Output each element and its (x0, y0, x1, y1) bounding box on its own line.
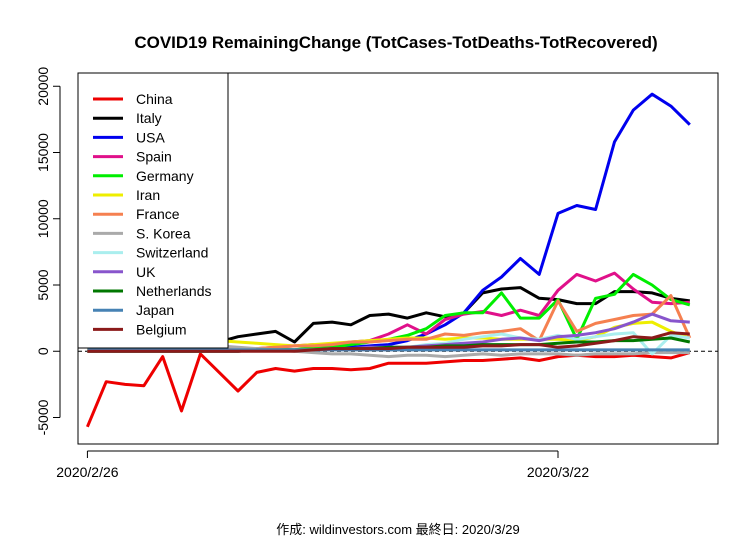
series-line-belgium (87, 331, 690, 353)
legend-label-germany: Germany (136, 168, 194, 184)
legend-label-belgium: Belgium (136, 321, 187, 337)
y-tick-label: 15000 (35, 133, 51, 172)
legend-label-usa: USA (136, 129, 165, 145)
series-line-china (86, 351, 691, 428)
legend-label-china: China (136, 91, 173, 107)
legend-label-switzerland: Switzerland (136, 245, 208, 261)
legend-label-france: France (136, 206, 180, 222)
legend-label-s-korea: S. Korea (136, 225, 191, 241)
legend-label-japan: Japan (136, 302, 174, 318)
y-tick-label: -5000 (35, 399, 51, 435)
legend-label-iran: Iran (136, 187, 160, 203)
series-layer (86, 92, 692, 428)
y-tick-label: 10000 (35, 199, 51, 238)
legend-label-spain: Spain (136, 149, 172, 165)
chart-caption: 作成: wildinvestors.com 最終日: 2020/3/29 (276, 522, 519, 537)
legend-label-italy: Italy (136, 110, 162, 126)
x-tick-label: 2020/2/26 (56, 464, 118, 480)
y-tick-label: 20000 (35, 67, 51, 106)
y-tick-label: 0 (35, 347, 51, 355)
y-tick-label: 5000 (35, 269, 51, 300)
chart-title: COVID19 RemainingChange (TotCases-TotDea… (134, 33, 657, 52)
x-axis: 2020/2/26 2020/3/22 (56, 450, 589, 480)
y-axis: -5000 0 5000 10000 15000 20000 (35, 67, 61, 435)
legend: China Italy USA Spain Germany Iran France S. Ko… (77, 72, 229, 349)
legend-label-netherlands: Netherlands (136, 283, 212, 299)
legend-label-uk: UK (136, 264, 156, 280)
x-tick-label: 2020/3/22 (527, 464, 589, 480)
